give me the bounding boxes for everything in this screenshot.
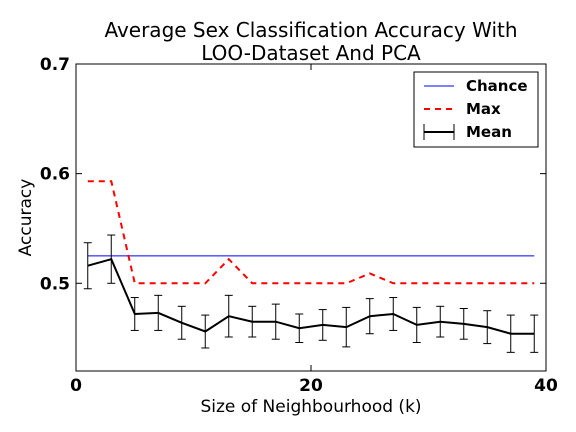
- series-line-max: [87, 180, 535, 285]
- error-bar-mean: [224, 294, 233, 338]
- error-bar-mean: [530, 314, 539, 353]
- error-bar-mean: [459, 308, 468, 340]
- y-tick-label: 0.7: [40, 55, 70, 75]
- x-tick-label: 20: [299, 376, 323, 396]
- chart-title-line2: LOO-Dataset And PCA: [201, 41, 421, 65]
- legend-label-max: Max: [466, 100, 501, 118]
- error-bar-mean: [295, 313, 304, 343]
- legend-label-chance: Chance: [466, 77, 528, 95]
- legend: Chance Max Mean: [413, 71, 539, 148]
- x-tick-label: 0: [70, 376, 82, 396]
- y-tick-label: 0.6: [40, 165, 70, 185]
- error-bar-mean: [248, 305, 257, 338]
- chart-title: Average Sex Classification Accuracy With: [104, 18, 517, 42]
- error-bar-mean: [412, 306, 421, 343]
- legend-box: [413, 71, 539, 148]
- error-bar-mean: [342, 306, 351, 348]
- error-bar-mean: [130, 297, 139, 331]
- x-tick-label: 40: [534, 376, 558, 396]
- y-tick-label: 0.5: [40, 274, 70, 294]
- error-bar-mean: [177, 305, 186, 340]
- error-bar-mean: [271, 303, 280, 340]
- error-bar-mean: [365, 298, 374, 335]
- legend-swatch-mean: [423, 124, 455, 140]
- error-bar-mean: [201, 314, 210, 349]
- x-axis-label: Size of Neighbourhood (k): [200, 397, 421, 417]
- ticks-layer: 0 20 40 0.5 0.6 0.7: [40, 55, 558, 396]
- error-bar-mean: [506, 314, 515, 353]
- error-bar-mean: [83, 242, 92, 290]
- error-bar-mean: [483, 310, 492, 345]
- error-bar-mean: [107, 234, 116, 284]
- marks-layer: [83, 180, 539, 353]
- error-bar-mean: [318, 309, 327, 341]
- error-bar-mean: [436, 305, 445, 338]
- series-line-mean: [87, 258, 535, 335]
- error-bar-mean: [154, 294, 163, 331]
- error-bar-mean: [389, 297, 398, 331]
- y-axis-label: Accuracy: [16, 179, 36, 257]
- legend-label-mean: Mean: [466, 123, 512, 141]
